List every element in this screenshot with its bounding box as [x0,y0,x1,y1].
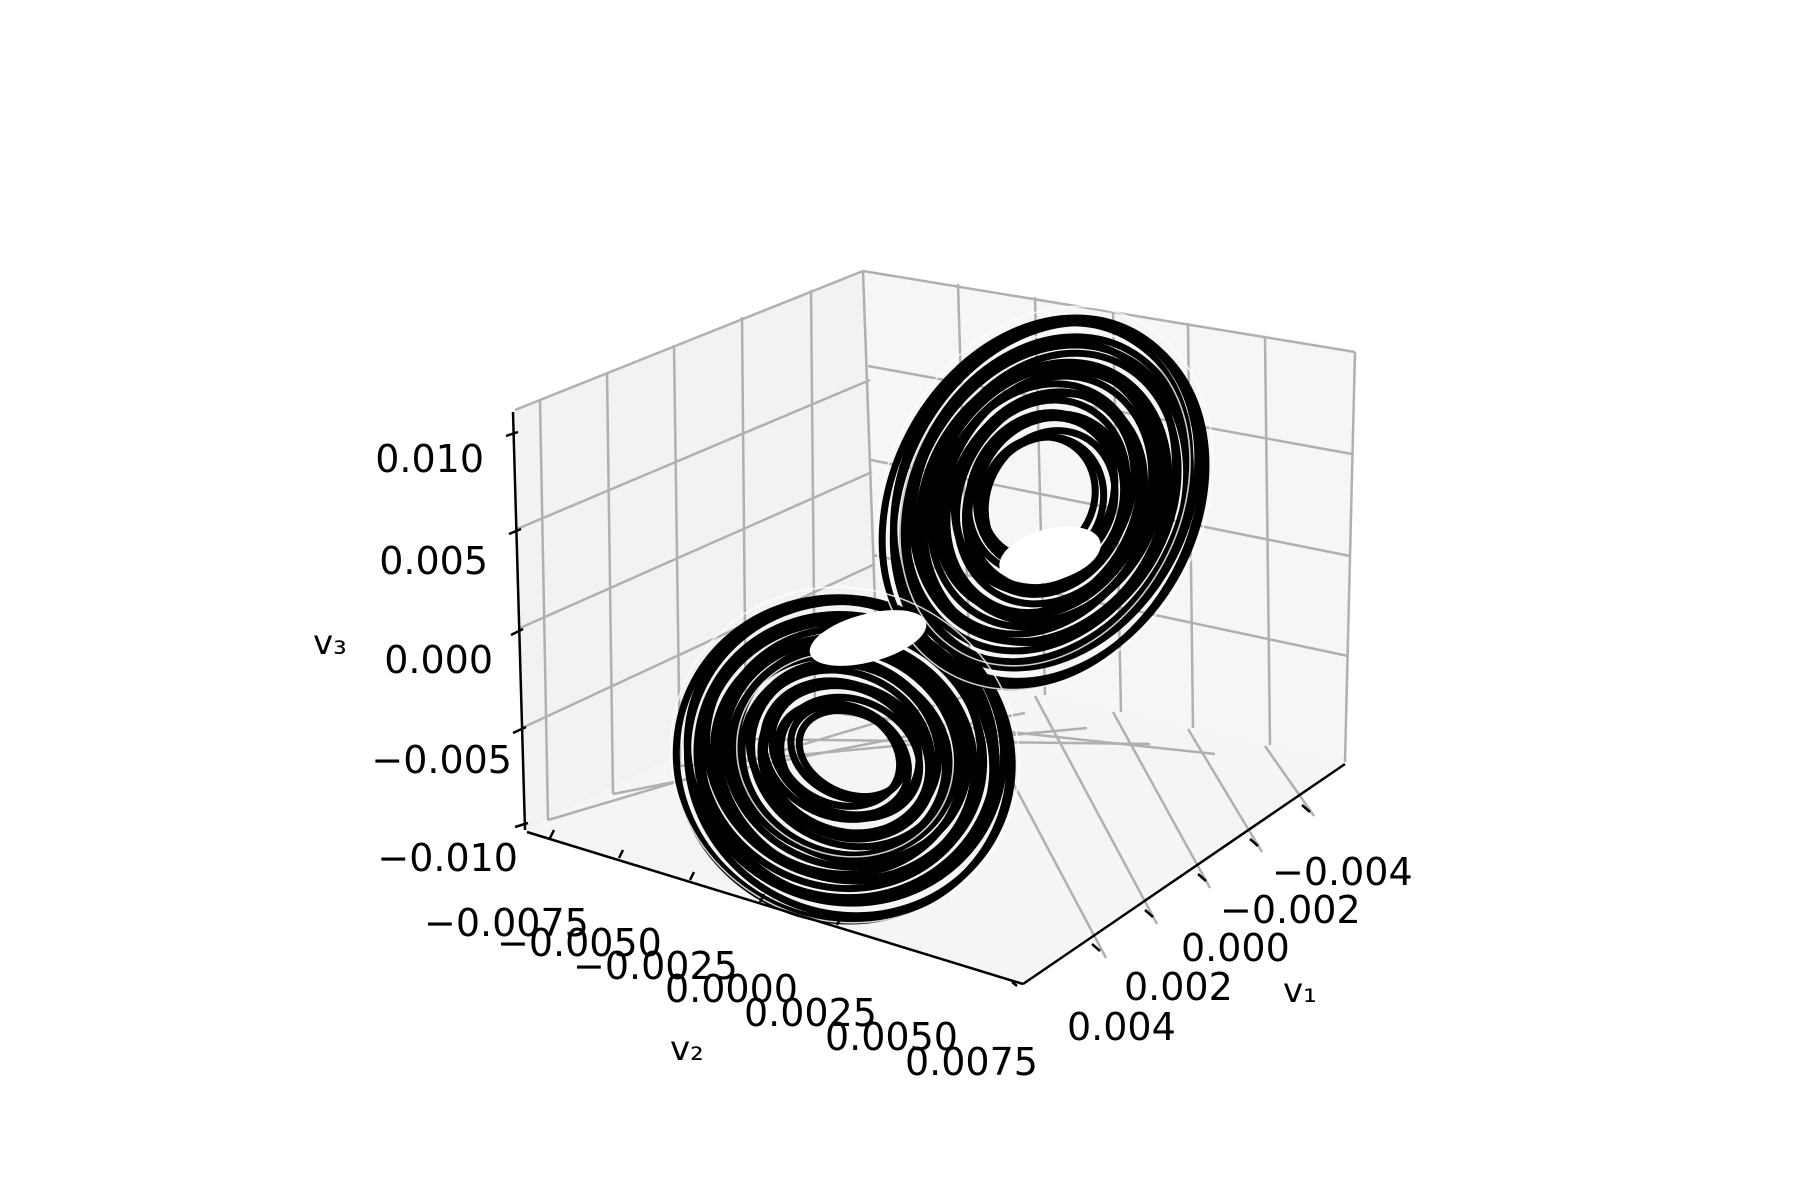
grid-line [1263,336,1272,746]
z-tick-label: 0.010 [375,437,484,481]
y-tick-label: −0.0075 [424,901,589,945]
grid-line [605,372,615,795]
grid-line [1343,351,1357,763]
tick-mark [617,849,625,859]
grid-line [679,726,1088,768]
y-tick-label: 0.0075 [905,1040,1038,1084]
trajectory-segment [795,706,909,801]
grid-line [861,270,879,659]
x-axis-label: v₁ [1283,971,1317,1011]
z-tick-label: −0.010 [377,836,518,880]
y-tick-label: −0.0050 [497,921,662,965]
x-tick-label: −0.004 [1272,850,1413,894]
z-axis-line [511,411,527,831]
y-tick-label: 0.0000 [665,967,798,1011]
tick-mark [548,829,556,839]
grid-line [514,269,864,412]
tick-marks [505,430,1311,987]
grid-line [1111,711,1212,889]
y-axis-label: v₂ [670,1029,704,1069]
x-axis-line [1022,762,1346,986]
y-tick-label: 0.0025 [744,991,877,1035]
grid-line [519,470,873,630]
trajectory-gap [899,329,1191,667]
grid-line [516,378,871,531]
grid-line [1263,745,1316,817]
x-tick-label: 0.002 [1124,965,1233,1009]
lobe-hole [809,610,927,666]
tick-mark [758,893,766,903]
y-tick-label: −0.0025 [573,944,738,988]
tick-mark [1091,943,1101,952]
trajectory-gap [669,586,1021,924]
tick-mark [508,527,522,536]
tick-mark [835,916,843,926]
tick-mark [510,627,524,637]
tick-mark [1197,873,1207,882]
tick-mark [1144,909,1154,918]
trajectory-gap [735,652,955,858]
x-tick-label: −0.002 [1220,888,1361,932]
tick-mark [1011,981,1018,987]
tick-mark [505,430,519,438]
z-tick-label: −0.005 [371,738,512,782]
grid-line [1186,728,1264,853]
tick-mark [1249,838,1259,847]
x-tick-label: 0.000 [1181,926,1290,970]
trajectory-series [669,305,1214,925]
y-axis-line [526,830,1024,986]
grid-line [538,399,550,821]
tick-mark [1301,804,1311,813]
grid-line [1033,695,1159,925]
tick-mark [512,725,527,735]
trajectory-segment [919,358,1173,646]
grid-line [521,562,876,730]
z-tick-label: 0.000 [384,638,493,682]
z-axis-label: v₃ [313,623,347,663]
grid-line [862,269,1356,354]
tick-mark [514,821,529,829]
x-tick-label: 0.004 [1067,1005,1176,1049]
tick-mark [688,871,696,881]
y-tick-label: 0.0050 [825,1015,958,1059]
lobe-hole [999,526,1101,584]
trajectory-gap [876,305,1214,691]
z-tick-label: 0.005 [379,539,488,583]
